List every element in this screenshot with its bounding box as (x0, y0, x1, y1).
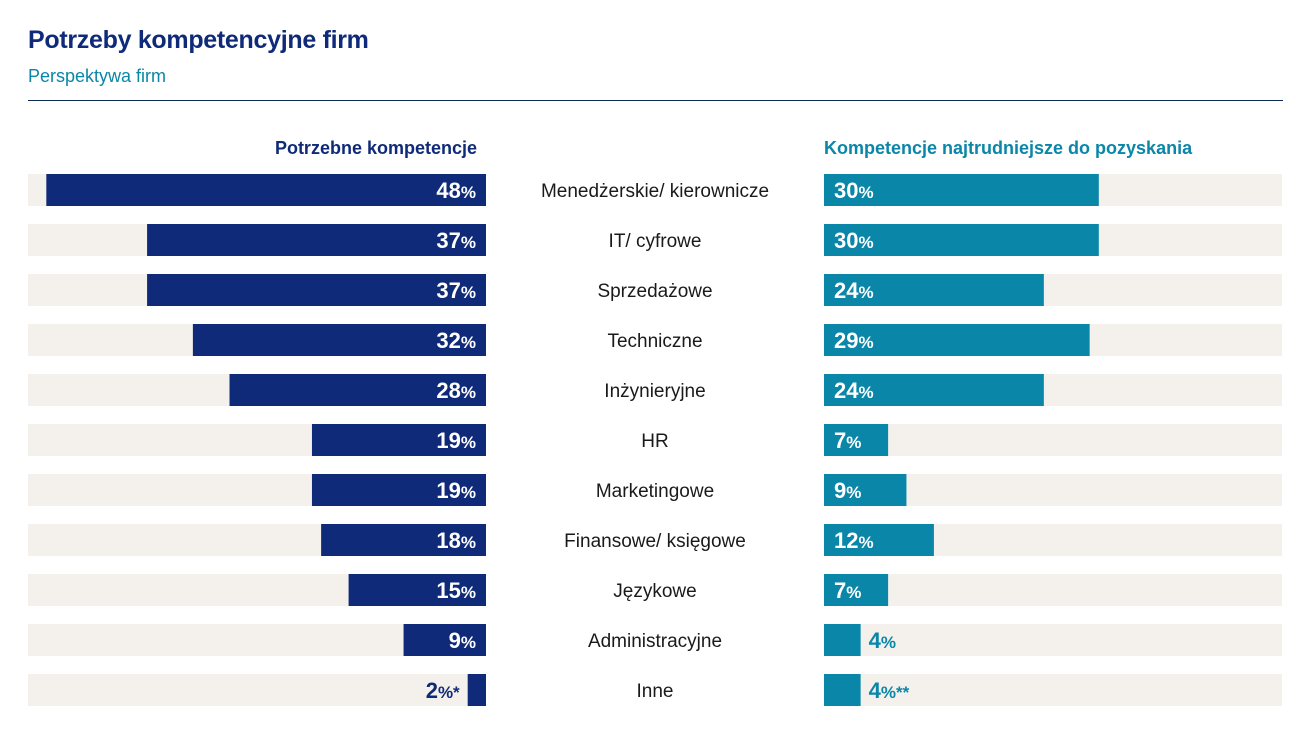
left-value-label-10: 2%* (426, 678, 460, 703)
right-track-8 (824, 574, 1282, 606)
right-bar-1 (824, 224, 1099, 256)
right-bar-6 (824, 474, 907, 506)
category-label-4: Inżynieryjne (604, 381, 705, 402)
category-label-3: Techniczne (607, 331, 702, 352)
left-bar-0 (46, 174, 486, 206)
category-label-7: Finansowe/ księgowe (564, 531, 746, 552)
right-bar-9 (824, 624, 861, 656)
right-track-10 (824, 674, 1282, 706)
left-bar-1 (147, 224, 486, 256)
left-bar-8 (348, 574, 486, 606)
right-value-label-7: 12% (834, 528, 874, 553)
left-bar-2 (147, 274, 486, 306)
left-bar-10 (467, 674, 486, 706)
right-value-label-2: 24% (834, 278, 874, 303)
right-bar-10 (824, 674, 861, 706)
left-bar-9 (403, 624, 486, 656)
category-label-2: Sprzedażowe (597, 281, 712, 302)
title-divider (28, 100, 1283, 101)
category-label-8: Językowe (613, 581, 696, 602)
category-label-10: Inne (637, 681, 674, 702)
category-label-6: Marketingowe (596, 481, 714, 502)
right-track-9 (824, 624, 1282, 656)
right-bar-3 (824, 324, 1090, 356)
right-value-label-9: 4% (869, 628, 896, 653)
right-value-label-5: 7% (834, 428, 861, 453)
right-series-header: Kompetencje najtrudniejsze do pozyskania (824, 138, 1193, 158)
right-value-label-1: 30% (834, 228, 874, 253)
left-bar-6 (311, 474, 486, 506)
left-value-label-3: 32% (436, 328, 476, 353)
left-value-label-9: 9% (449, 628, 476, 653)
right-value-label-8: 7% (834, 578, 861, 603)
right-bar-2 (824, 274, 1044, 306)
right-value-label-0: 30% (834, 178, 874, 203)
chart-subtitle: Perspektywa firm (28, 66, 167, 86)
right-bar-0 (824, 174, 1099, 206)
left-value-label-4: 28% (436, 378, 476, 403)
left-bar-3 (192, 324, 486, 356)
right-value-label-3: 29% (834, 328, 874, 353)
left-bar-4 (229, 374, 486, 406)
left-value-label-0: 48% (436, 178, 476, 203)
left-bar-5 (311, 424, 486, 456)
category-label-0: Menedżerskie/ kierownicze (541, 181, 769, 202)
right-track-5 (824, 424, 1282, 456)
right-value-label-6: 9% (834, 478, 861, 503)
left-value-label-2: 37% (436, 278, 476, 303)
right-value-label-10: 4%** (869, 678, 910, 703)
category-label-1: IT/ cyfrowe (609, 231, 702, 252)
right-bar-8 (824, 574, 889, 606)
right-bar-7 (824, 524, 934, 556)
right-value-label-4: 24% (834, 378, 874, 403)
right-bar-5 (824, 424, 889, 456)
left-series-header: Potrzebne kompetencje (274, 138, 477, 158)
left-value-label-8: 15% (436, 578, 476, 603)
left-value-label-1: 37% (436, 228, 476, 253)
right-bar-4 (824, 374, 1044, 406)
left-bar-7 (321, 524, 486, 556)
left-track-10 (28, 674, 486, 706)
category-label-5: HR (641, 431, 668, 452)
chart-title: Potrzeby kompetencyjne firm (28, 26, 369, 54)
category-label-9: Administracyjne (588, 631, 722, 652)
left-value-label-6: 19% (436, 478, 476, 503)
left-value-label-5: 19% (436, 428, 476, 453)
left-value-label-7: 18% (436, 528, 476, 553)
